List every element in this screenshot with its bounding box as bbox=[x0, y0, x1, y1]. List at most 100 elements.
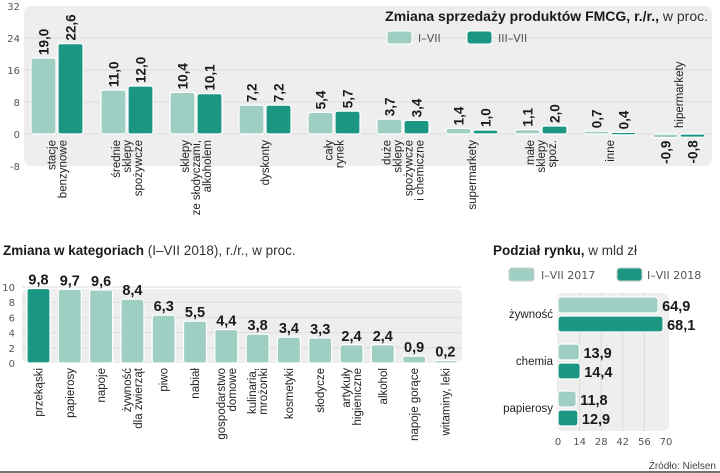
category-label: chemia bbox=[516, 356, 554, 368]
market-share-chart: Podział rynku, w mld zł I–VII 2017 I–VII… bbox=[493, 243, 701, 448]
bar-iii-vii bbox=[541, 125, 568, 135]
value-label: 10,4 bbox=[176, 63, 191, 90]
value-label: 1,4 bbox=[452, 106, 467, 125]
category-title-suffix: (I–VII 2018), r./r., w proc. bbox=[144, 243, 296, 258]
category-label: kosmetyki bbox=[284, 368, 296, 419]
category-label: spożywcze bbox=[404, 140, 416, 196]
category-label: stacje bbox=[47, 140, 59, 170]
category-title-main: Zmiana w kategoriach bbox=[3, 243, 144, 258]
category-label: sklepy bbox=[393, 140, 405, 173]
category-label: gospodarstwo bbox=[216, 368, 228, 440]
category-label: domowe bbox=[227, 368, 239, 411]
value-label: 6,3 bbox=[154, 299, 174, 315]
category-label: spoż. bbox=[547, 140, 559, 168]
category-chart-panel bbox=[22, 289, 462, 363]
legend-label-2017: I–VII 2017 bbox=[541, 269, 595, 282]
y-tick-label: 8 bbox=[9, 298, 15, 309]
y-tick-label: 6 bbox=[9, 313, 15, 324]
fmcg-legend: I–VII III–VII bbox=[386, 30, 527, 45]
market-bar-2018 bbox=[557, 409, 579, 427]
category-label: benzynowe bbox=[58, 140, 70, 198]
y-tick-label: 16 bbox=[7, 66, 20, 77]
value-label: 19,0 bbox=[37, 29, 52, 55]
category-label: kulinaria, bbox=[247, 368, 259, 414]
value-label: 10,1 bbox=[203, 64, 218, 91]
category-label: hipermarkety bbox=[674, 61, 686, 128]
legend-swatch-i-vii bbox=[386, 30, 413, 45]
category-label: higieniczne bbox=[352, 368, 364, 426]
bar-i-vii bbox=[169, 91, 196, 135]
category-label: sklepy bbox=[122, 140, 134, 173]
value-label: 5,4 bbox=[314, 90, 329, 109]
category-bar bbox=[245, 333, 270, 364]
value-label: 3,3 bbox=[310, 322, 330, 338]
value-label: 11,8 bbox=[580, 393, 607, 409]
category-bar bbox=[26, 287, 51, 364]
bar-iii-vii bbox=[265, 104, 292, 135]
category-label: cały bbox=[324, 140, 336, 161]
category-label: alkoholem bbox=[202, 140, 214, 192]
category-label: napoje gorące bbox=[409, 368, 421, 441]
category-label: i chemiczne bbox=[415, 140, 427, 201]
value-label: 2,4 bbox=[341, 329, 361, 345]
bar-i-vii bbox=[514, 129, 541, 135]
category-label: supermarkety bbox=[467, 140, 479, 210]
value-label: 3,4 bbox=[279, 321, 299, 337]
x-tick-label: 56 bbox=[638, 437, 651, 448]
market-title-suffix: w mld zł bbox=[585, 243, 638, 258]
value-label: 14,4 bbox=[584, 365, 612, 381]
value-label: 1,1 bbox=[521, 107, 536, 126]
value-label: 0,2 bbox=[435, 345, 455, 361]
y-tick-label: 0 bbox=[9, 359, 15, 370]
value-label: 2,0 bbox=[548, 104, 563, 123]
value-label: 0,9 bbox=[404, 340, 424, 356]
category-bar bbox=[276, 336, 301, 364]
category-label: napoje bbox=[96, 368, 108, 403]
category-bar bbox=[402, 355, 427, 364]
category-label: rynek bbox=[335, 140, 347, 168]
market-legend: I–VII 2017 I–VII 2018 bbox=[508, 267, 701, 282]
category-label: alkohol bbox=[378, 368, 390, 404]
category-change-chart: Zmiana w kategoriach (I–VII 2018), r./r.… bbox=[2, 243, 462, 441]
value-label: 3,8 bbox=[248, 318, 268, 334]
value-label: 7,2 bbox=[245, 83, 260, 102]
value-label: 3,7 bbox=[383, 97, 398, 116]
value-label: 9,6 bbox=[91, 274, 111, 290]
category-label: ze słodyczami, bbox=[191, 140, 203, 215]
y-tick-label: 8 bbox=[14, 98, 20, 109]
value-label: 68,1 bbox=[667, 318, 695, 334]
value-label: 3,4 bbox=[410, 98, 425, 117]
value-label: 13,9 bbox=[583, 346, 611, 362]
bar-i-vii bbox=[238, 104, 265, 135]
category-label: średnie bbox=[111, 140, 123, 178]
category-chart-title: Zmiana w kategoriach (I–VII 2018), r./r.… bbox=[3, 243, 296, 258]
category-label: mrożonki bbox=[258, 368, 270, 415]
market-bar-2017 bbox=[557, 390, 577, 408]
x-tick-label: 28 bbox=[595, 437, 608, 448]
bar-iii-vii bbox=[403, 119, 430, 135]
value-label: 9,8 bbox=[28, 273, 48, 289]
value-label: 12,0 bbox=[134, 57, 149, 83]
x-tick-label: 42 bbox=[616, 437, 629, 448]
category-label: dla zwierząt bbox=[133, 367, 145, 429]
category-bar bbox=[433, 359, 458, 364]
y-tick-label: 32 bbox=[7, 2, 20, 13]
category-label: żywność bbox=[122, 368, 134, 412]
fmcg-title-main: Zmiana sprzedaży produktów FMCG, r./r., bbox=[385, 8, 659, 24]
fmcg-chart-panel bbox=[24, 6, 712, 166]
value-label: 22,6 bbox=[64, 14, 79, 41]
category-bar bbox=[88, 289, 114, 364]
value-label: 5,5 bbox=[185, 305, 205, 321]
x-tick-label: 0 bbox=[555, 437, 561, 448]
value-label: 12,9 bbox=[582, 412, 610, 428]
category-label: słodycze bbox=[315, 368, 327, 413]
category-label: duże bbox=[382, 140, 394, 165]
source-note: Źródło: Nielsen bbox=[649, 459, 716, 472]
category-label: spożywcze bbox=[133, 140, 145, 196]
bar-iii-vii bbox=[610, 131, 637, 136]
category-bar bbox=[214, 328, 239, 364]
category-bar bbox=[57, 288, 82, 364]
bar-iii-vii bbox=[472, 129, 499, 135]
category-label: małe bbox=[525, 140, 537, 165]
y-tick-label: 0 bbox=[14, 130, 20, 141]
